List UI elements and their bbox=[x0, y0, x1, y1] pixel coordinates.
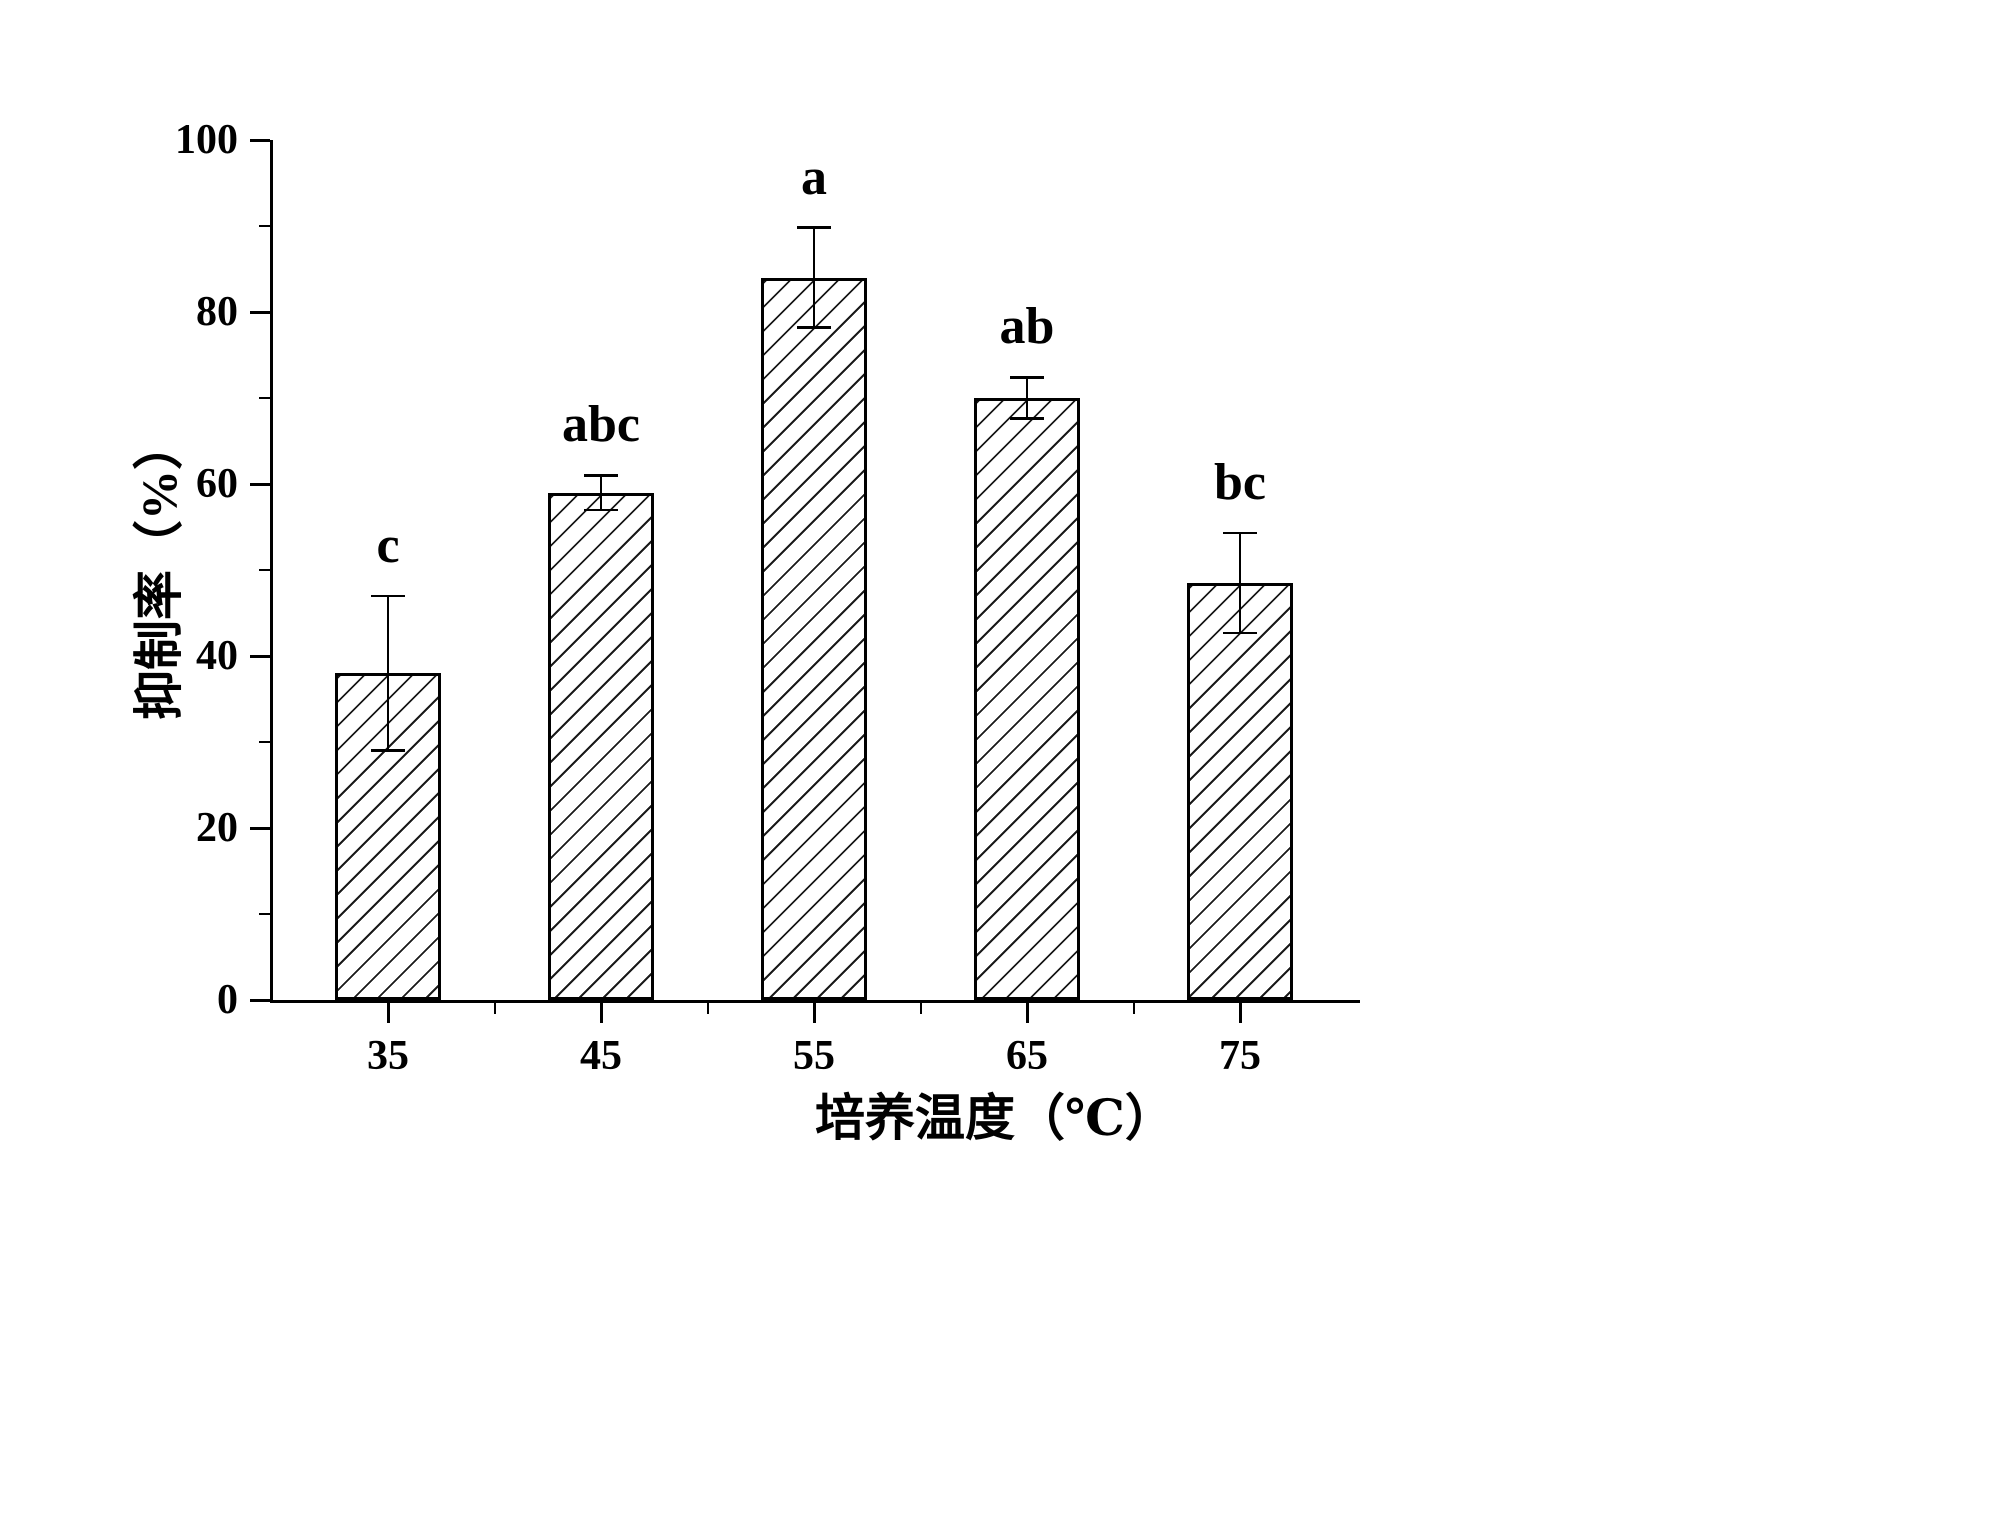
x-tick-label: 35 bbox=[367, 1033, 409, 1079]
x-tick-label: 75 bbox=[1219, 1033, 1261, 1079]
bar-55 bbox=[761, 277, 867, 1000]
x-minor-tick bbox=[919, 1003, 922, 1014]
x-axis-line bbox=[270, 1000, 1360, 1003]
y-major-tick bbox=[250, 998, 270, 1002]
y-tick-label: 80 bbox=[196, 289, 238, 335]
x-major-tick bbox=[599, 1003, 603, 1023]
error-bar-cap-top bbox=[797, 226, 831, 229]
bar-75 bbox=[1187, 582, 1293, 1000]
x-minor-tick bbox=[706, 1003, 709, 1014]
significance-label: ab bbox=[999, 298, 1055, 356]
error-bar-cap-top bbox=[1223, 531, 1257, 535]
error-bar-line bbox=[599, 475, 603, 510]
y-minor-tick bbox=[259, 741, 270, 743]
x-tick-label: 55 bbox=[793, 1033, 835, 1079]
x-major-tick bbox=[1238, 1003, 1242, 1023]
y-tick-label: 20 bbox=[196, 805, 238, 851]
x-minor-tick bbox=[493, 1003, 496, 1014]
error-bar-cap-bottom bbox=[797, 326, 831, 329]
error-bar-line bbox=[386, 595, 390, 751]
error-bar-cap-bottom bbox=[1010, 417, 1044, 420]
y-minor-tick bbox=[259, 569, 270, 571]
x-tick-label: 45 bbox=[580, 1033, 622, 1079]
y-minor-tick bbox=[259, 913, 270, 915]
y-minor-tick bbox=[259, 397, 270, 399]
y-major-tick bbox=[250, 310, 270, 314]
error-bar-line bbox=[1025, 377, 1029, 419]
significance-label: c bbox=[376, 516, 400, 574]
x-minor-tick bbox=[1132, 1003, 1135, 1014]
x-major-tick bbox=[386, 1003, 390, 1023]
y-major-tick bbox=[250, 654, 270, 658]
significance-label: bc bbox=[1214, 454, 1266, 512]
y-major-tick bbox=[250, 138, 270, 142]
y-minor-tick bbox=[259, 225, 270, 227]
error-bar-cap-top bbox=[371, 594, 405, 598]
bar-45 bbox=[548, 492, 654, 1000]
y-tick-label: 40 bbox=[196, 633, 238, 679]
y-tick-label: 100 bbox=[175, 117, 238, 163]
y-tick-label: 60 bbox=[196, 461, 238, 507]
error-bar-line bbox=[812, 227, 816, 328]
error-bar-cap-top bbox=[584, 474, 618, 477]
error-bar-cap-bottom bbox=[584, 508, 618, 512]
x-major-tick bbox=[812, 1003, 816, 1023]
y-axis-line bbox=[270, 140, 273, 1003]
error-bar-cap-bottom bbox=[1223, 631, 1257, 635]
error-bar-cap-top bbox=[1010, 376, 1044, 379]
bar-65 bbox=[974, 398, 1080, 1000]
error-bar-line bbox=[1238, 533, 1242, 633]
significance-label: a bbox=[801, 148, 827, 206]
significance-label: abc bbox=[562, 396, 640, 454]
x-tick-label: 65 bbox=[1006, 1033, 1048, 1079]
y-tick-label: 0 bbox=[217, 977, 238, 1023]
y-major-tick bbox=[250, 482, 270, 486]
y-major-tick bbox=[250, 826, 270, 830]
error-bar-cap-bottom bbox=[371, 749, 405, 752]
x-major-tick bbox=[1025, 1003, 1029, 1023]
